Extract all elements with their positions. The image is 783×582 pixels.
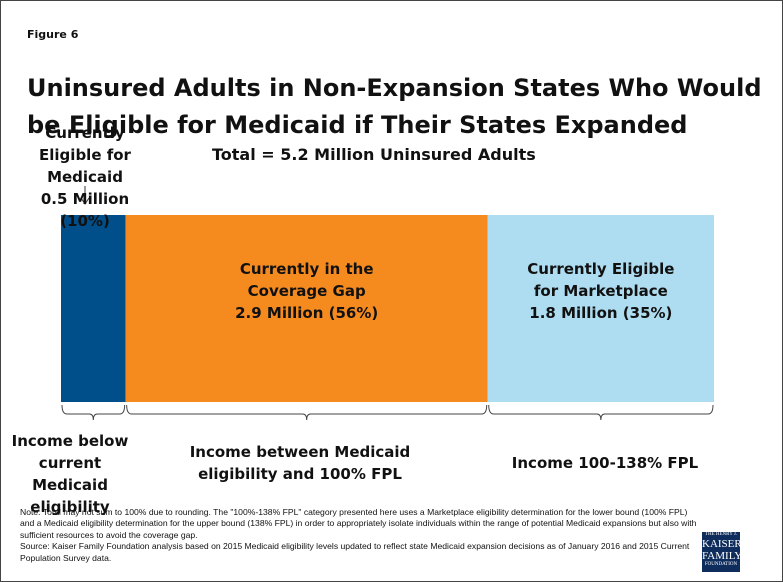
logo-text: FAMILY [702, 550, 743, 562]
brace-label: Income below current Medicaid eligibilit… [11, 432, 129, 516]
value-label: 2.9 Million (56%) [235, 304, 379, 322]
legend-label: Currently in the Coverage Gap [239, 260, 374, 300]
bar-segment [61, 215, 126, 402]
arrow-head [80, 197, 90, 205]
segment-label: Currently in the Coverage Gap 2.9 Million… [227, 258, 387, 324]
value-label: 1.8 Million (35%) [529, 304, 673, 322]
bar-segment [125, 215, 488, 402]
source: Source: Kaiser Family Foundation analysi… [20, 541, 690, 563]
brace-label: Income 100-138% FPL [511, 454, 699, 472]
figure-label: Figure 6 [27, 28, 79, 41]
logo-text: THE HENRY J. [704, 532, 738, 537]
brace [61, 404, 126, 421]
legend-label: Currently Eligible for Medicaid [39, 124, 131, 186]
segment-label: Currently Eligible for Marketplace 1.8 Mi… [521, 258, 681, 324]
legend-label: Currently Eligible for Marketplace [527, 260, 675, 300]
chart-title: Uninsured Adults in Non-Expansion States… [27, 74, 762, 139]
segment-label: Currently Eligible for Medicaid 0.5 Milli… [20, 122, 150, 232]
chart-subtitle: Total = 5.2 Million Uninsured Adults [212, 145, 536, 164]
brace-label: Income between Medicaid eligibility and … [189, 443, 411, 483]
note: Note: Total may not sum to 100% due to r… [20, 507, 697, 540]
logo-text: KAISER [702, 538, 742, 550]
logo-text: FOUNDATION [704, 562, 738, 567]
brace [488, 404, 714, 421]
bar-segment [487, 215, 714, 402]
value-label: 0.5 Million (10%) [40, 190, 130, 230]
logo: THE HENRY J. KAISER FAMILY FOUNDATION [702, 532, 743, 572]
notes: Note: Total may not sum to 100% due to r… [20, 507, 700, 564]
brace [126, 404, 488, 421]
